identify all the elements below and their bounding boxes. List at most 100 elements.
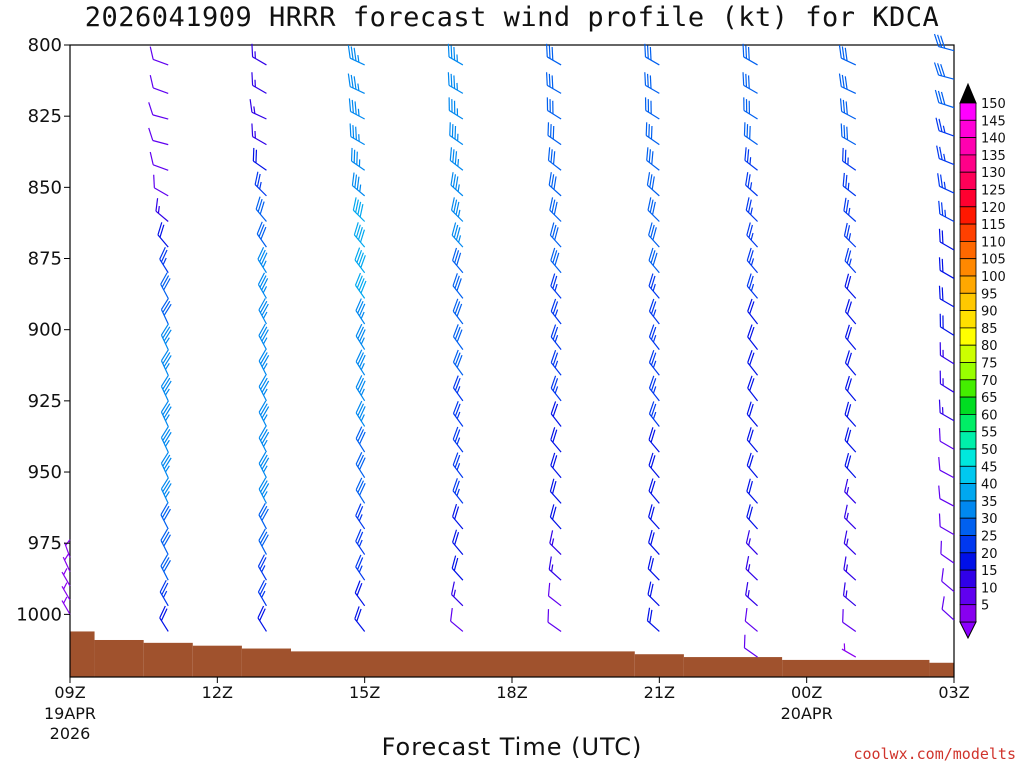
colorbar-label: 75 — [981, 357, 998, 372]
barb-shaft — [939, 241, 955, 251]
barb-feather — [453, 46, 456, 61]
barb-feather — [648, 375, 655, 389]
barb-feather — [747, 324, 753, 338]
barb-feather — [745, 172, 749, 186]
barb-feather — [746, 427, 752, 441]
barb-shaft — [258, 335, 267, 350]
barb-shaft — [648, 542, 660, 555]
barb-feather — [548, 556, 552, 570]
barb-feather — [942, 125, 946, 133]
barb-feather — [742, 72, 745, 86]
barb-shaft — [258, 463, 267, 478]
barb-feather — [748, 250, 754, 264]
barb-shaft — [548, 159, 562, 171]
wind-barb — [449, 147, 464, 171]
barb-feather — [750, 207, 753, 215]
wind-barb — [648, 222, 660, 248]
terrain-block — [192, 645, 242, 677]
barb-feather — [354, 272, 361, 286]
barb-shaft — [939, 412, 955, 422]
barb-feather — [840, 123, 843, 137]
wind-barb — [257, 272, 269, 299]
wind-barb — [648, 375, 660, 402]
barb-shaft — [258, 488, 267, 504]
colorbar-label: 35 — [981, 495, 998, 510]
barb-feather — [646, 73, 649, 88]
barb-feather — [746, 401, 752, 415]
barb-feather — [550, 273, 556, 287]
colorbar-label: 45 — [981, 460, 998, 475]
barb-shaft — [258, 411, 267, 427]
barb-feather — [652, 411, 657, 420]
barb-feather — [358, 514, 363, 522]
colorbar-swatch — [959, 119, 977, 139]
wind-barb — [744, 147, 758, 171]
barb-feather — [258, 503, 266, 516]
barb-feather — [648, 298, 655, 312]
barb-feather — [845, 174, 848, 189]
barb-feather — [356, 557, 364, 570]
barb-feather — [452, 298, 459, 312]
barb-feather — [354, 606, 360, 620]
barb-feather — [650, 326, 657, 340]
wind-barb — [63, 539, 71, 558]
barb-feather — [160, 503, 169, 516]
barb-feather — [456, 488, 460, 496]
barb-feather — [258, 400, 267, 413]
barb-feather — [551, 46, 554, 61]
barb-feather — [63, 596, 68, 604]
wind-barb — [842, 147, 857, 171]
wind-barb — [648, 324, 660, 350]
barb-feather — [454, 480, 460, 494]
wind-barb — [350, 147, 366, 171]
wind-barb — [843, 197, 857, 222]
barb-feather — [550, 349, 557, 363]
barb-shaft — [938, 158, 955, 166]
barb-feather — [843, 222, 848, 236]
barb-shaft — [152, 164, 169, 171]
barb-feather — [652, 386, 657, 394]
barb-feather — [938, 285, 941, 299]
barb-shaft — [940, 383, 955, 393]
barb-shaft — [157, 234, 169, 248]
wind-barb — [648, 529, 660, 555]
barb-feather — [941, 230, 944, 244]
wind-barb — [251, 43, 267, 66]
barb-shaft — [546, 56, 562, 66]
colorbar-label: 120 — [981, 201, 1006, 216]
barb-feather — [355, 503, 362, 516]
credit-link[interactable]: coolwx.com/modelts — [853, 745, 1016, 763]
barb-feather — [359, 229, 365, 243]
x-tick-label: 15Z — [349, 683, 380, 702]
wind-barb — [938, 399, 955, 422]
barb-feather — [549, 478, 555, 492]
barb-feather — [449, 147, 453, 161]
barb-feather — [844, 273, 850, 287]
barb-feather — [347, 73, 351, 87]
colorbar-label: 125 — [981, 184, 1006, 199]
barb-feather — [749, 157, 752, 165]
barb-shaft — [645, 84, 660, 94]
barb-shaft — [747, 311, 759, 325]
barb-shaft — [647, 184, 660, 197]
barb-feather — [938, 228, 941, 243]
x-tick-label: 00Z — [791, 683, 822, 702]
barb-feather — [838, 73, 842, 87]
colorbar-swatch — [959, 500, 977, 519]
barb-feather — [745, 582, 749, 596]
barb-feather — [351, 172, 355, 186]
barb-shaft — [841, 136, 857, 146]
barb-shaft — [257, 591, 267, 607]
barb-feather — [259, 275, 267, 288]
barb-feather — [844, 478, 849, 492]
barb-shaft — [939, 213, 955, 223]
wind-barb — [746, 401, 759, 427]
barb-shaft — [746, 516, 759, 530]
barb-feather — [648, 324, 655, 338]
barb-shaft — [844, 286, 857, 299]
barb-feather — [552, 301, 559, 315]
colorbar-swatch — [959, 587, 977, 606]
barb-feather — [933, 33, 940, 47]
barb-feather — [552, 151, 556, 165]
